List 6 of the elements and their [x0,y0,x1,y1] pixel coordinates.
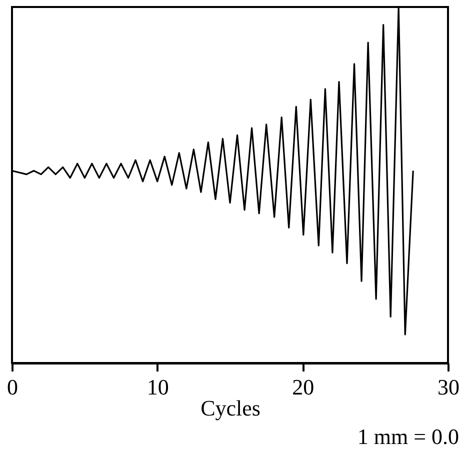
text: 1 mm = 0.0 [357,424,459,449]
x-tick-label: 20 [292,374,314,400]
x-axis-title: Cycles [200,396,260,420]
x-tick-label: 30 [438,374,460,400]
x-tick-label: 10 [146,374,169,400]
x-tick-label: 0 [7,374,18,400]
